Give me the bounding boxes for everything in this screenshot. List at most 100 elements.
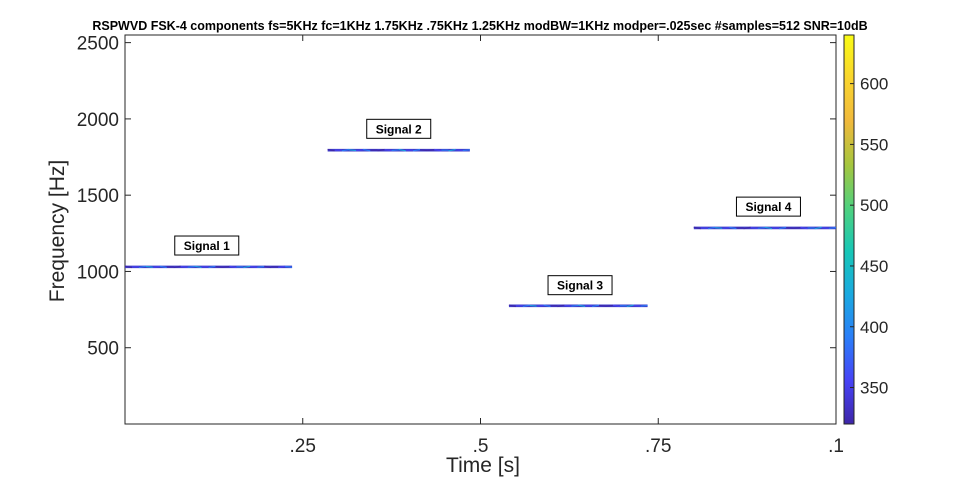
signal-trace-segment [828,227,837,229]
signal-trace-segment [420,149,428,152]
signal-trace-segment [356,149,364,152]
signal-trace-segment [124,265,133,269]
signal-trace-segment [564,304,572,307]
signal-trace-segment [605,304,613,307]
signal-trace-segment [384,149,392,152]
signal-trace-segment [257,265,265,268]
signal-annotation: Signal 3 [547,275,613,296]
x-tick-label: .1 [828,436,844,457]
signal-trace-segment [543,304,551,308]
signal-trace-segment [194,265,202,269]
signal-trace-segment [222,265,230,268]
signal-trace-segment [557,304,565,308]
y-tick-label: 500 [87,339,119,360]
signal-trace-segment [612,304,620,308]
signal-trace-segment [377,148,385,152]
signal-trace-segment [285,265,293,268]
signal-trace-segment [152,265,160,268]
signal-trace-segment [159,265,167,269]
signal-trace-segment [640,304,648,307]
y-axis-label: Frequency [Hz] [46,160,69,302]
signal-trace-segment [278,265,286,269]
y-tick-label: 2000 [77,110,119,131]
signal-trace-segment [462,149,470,152]
signal-trace-segment [598,304,607,307]
signal-trace-segment [578,304,586,308]
signal-trace-segment [793,227,801,229]
annotation-box [366,118,432,139]
y-tick-label: 1500 [77,186,119,207]
signal-trace [327,148,470,152]
colorbar-tick-label: 600 [860,75,888,94]
plot-area: .25 .5 .75 .1 500 1000 1500 2000 2500 Signal 1 Sig… [77,34,844,457]
signal-trace-segment [391,149,399,152]
signal-trace-segment [180,265,188,268]
signal-trace-segment [693,226,702,230]
signal-trace-segment [592,304,600,308]
signal-trace-segment [398,148,406,152]
signal-annotation: Signal 4 [735,196,801,217]
signal-trace-segment [757,227,765,229]
colorbar-tick-label: 350 [860,379,888,398]
signal-annotation: Signal 2 [366,118,432,139]
colorbar-gradient [843,34,855,425]
annotation-box [547,275,613,296]
y-tick-label: 2500 [77,34,119,55]
chart-title: RSPWVD FSK-4 components fs=5KHz fc=1KHz … [92,19,867,33]
x-tick-label: .25 [290,436,316,457]
signal-trace-segment [341,148,350,152]
signal-trace-segment [327,148,335,152]
signal-trace-segment [363,148,371,152]
signal-trace-segment [243,265,251,269]
signal-trace-segment [626,304,634,308]
annotation-box [174,235,240,256]
signal-trace-segment [250,265,258,268]
colorbar-tick-label: 400 [860,318,888,337]
colorbar-tick-label: 500 [860,196,888,215]
signal-trace-segment [764,226,773,230]
signal-trace-segment [715,227,723,229]
signal-trace-segment [571,304,579,307]
signal-trace-segment [814,226,822,230]
signal-trace-segment [729,226,737,230]
colorbar-tick-label: 550 [860,135,888,154]
annotation-box [735,196,801,217]
signal-trace-segment [529,304,537,307]
signal-trace-segment [215,265,223,268]
colorbar: 350 400 450 500 550 600 [843,34,888,425]
y-tick-label: 1000 [77,262,119,283]
signal-trace-segment [522,304,530,308]
annotation-label: Signal 2 [376,122,422,136]
signal-trace-segment [800,226,808,230]
signal-trace-segment [229,265,237,269]
signal-trace-segment [145,265,153,268]
signal-trace-segment [508,304,516,308]
signal-trace [508,304,648,308]
x-tick-label: .75 [645,436,671,457]
x-axis-label: Time [s] [446,454,520,477]
signal-trace-segment [786,227,794,229]
signal-trace-segment [743,226,751,230]
signal-trace-segment [348,149,357,152]
signal-trace-segment [412,148,421,152]
signal-trace [693,226,837,230]
signal-trace-segment [208,265,216,269]
x-tick-label: .5 [473,436,489,457]
signal-trace-segment [750,227,758,229]
signal-trace-segment [173,265,181,269]
annotation-label: Signal 1 [184,239,230,253]
signal-trace-segment [434,148,442,152]
signal-trace-segment [707,226,716,230]
plot-frame [124,34,837,425]
colorbar-tick-label: 450 [860,257,888,276]
signal-trace-segment [138,265,147,269]
signal-trace-segment [821,227,829,229]
signal-trace [124,265,293,269]
signal-annotation: Signal 1 [174,235,240,256]
annotation-label: Signal 4 [745,200,791,214]
signal-trace-segment [187,265,195,268]
signal-trace-segment [633,304,641,307]
signal-trace-segment [455,149,463,152]
signal-trace-segment [427,149,435,152]
